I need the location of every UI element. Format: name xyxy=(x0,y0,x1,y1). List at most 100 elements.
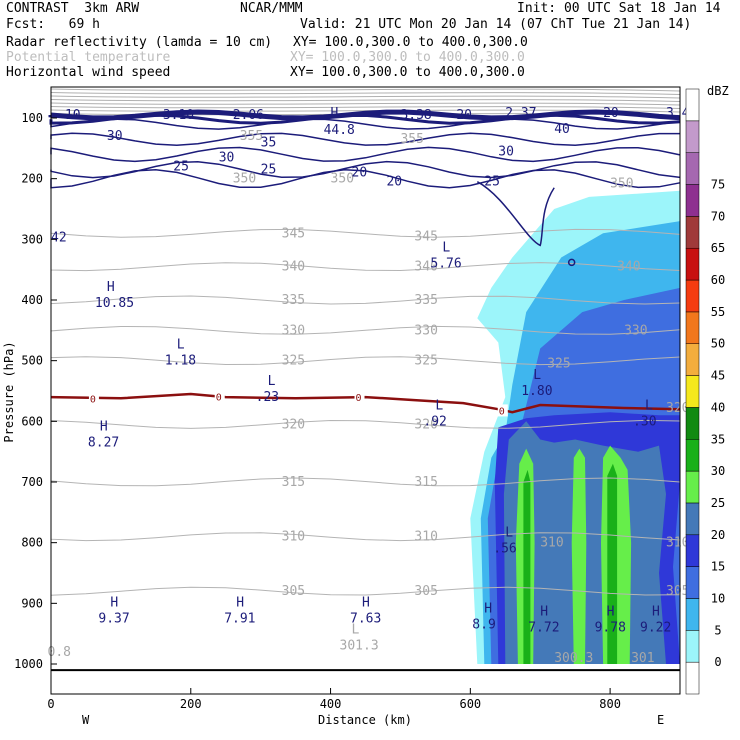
wind-label: 2.06 xyxy=(233,108,264,123)
hl-letter: L xyxy=(533,368,541,383)
x-tick-label: 800 xyxy=(599,697,621,711)
colorbar-bin xyxy=(685,470,700,504)
hl-value: 9.22 xyxy=(640,621,671,636)
field2-name: Potential temperature xyxy=(6,50,171,65)
header-left1: CONTRAST 3km ARW xyxy=(6,1,140,16)
theta-contour xyxy=(50,88,681,92)
colorbar-level-label: 5 xyxy=(714,623,721,637)
hl-value: 7.72 xyxy=(528,621,559,636)
theta-label: 315 xyxy=(282,475,305,490)
y-tick-label: 700 xyxy=(21,475,43,489)
colorbar-bin xyxy=(685,184,700,217)
colorbar-unit: dBZ xyxy=(707,84,729,98)
colorbar-level-label: 15 xyxy=(711,560,725,574)
y-tick-label: 100 xyxy=(21,111,43,125)
freezing-level-label: 0 xyxy=(90,394,96,405)
hl-value: 5.76 xyxy=(430,257,461,272)
hl-letter: L xyxy=(505,526,513,541)
theta-contour xyxy=(50,95,681,99)
freezing-level-line xyxy=(50,392,681,414)
colorbar-bin xyxy=(685,534,700,567)
reflectivity-region xyxy=(523,469,531,664)
colorbar-level-label: 30 xyxy=(711,464,725,478)
theta-label: 350 xyxy=(331,172,354,187)
hl-value: 301.3 xyxy=(340,639,379,654)
theta-contour xyxy=(50,356,681,366)
hl-value: 8.27 xyxy=(88,436,119,451)
colorbar-level-label: 45 xyxy=(711,369,725,383)
theta-label: 350 xyxy=(610,177,633,192)
colorbar-level-label: 0 xyxy=(714,655,721,669)
hl-value: 1.80 xyxy=(521,384,552,399)
header-valid: Valid: 21 UTC Mon 20 Jan 14 (07 ChT Tue … xyxy=(300,17,692,32)
field1-xy: XY= 100.0,300.0 to 400.0,300.0 xyxy=(293,35,528,50)
hl-letter: H xyxy=(607,605,615,620)
theta-label: 310 xyxy=(666,536,689,551)
colorbar-level-label: 60 xyxy=(711,273,725,287)
theta-contour xyxy=(50,325,681,335)
header-left2: Fcst: 69 h xyxy=(6,17,100,32)
wind-label: 20 xyxy=(352,166,368,181)
wind-label: 20 xyxy=(386,175,402,190)
wind-contour xyxy=(50,169,681,189)
theta-contour xyxy=(50,532,681,542)
theta-contour xyxy=(50,99,681,102)
wind-label: 10 xyxy=(65,108,81,123)
x-tick-label: 400 xyxy=(320,697,342,711)
theta-label: 335 xyxy=(282,293,305,308)
theta-label: 305 xyxy=(414,584,437,599)
colorbar-level-label: 75 xyxy=(711,178,725,192)
hl-letter: H xyxy=(110,595,118,610)
wind-contour xyxy=(50,118,681,130)
wind-label: 44.8 xyxy=(324,123,355,138)
hl-value: .92 xyxy=(423,414,446,429)
y-tick-label: 400 xyxy=(21,293,43,307)
theta-label: 340 xyxy=(617,260,640,275)
wind-label: 3.10 xyxy=(163,108,194,123)
theta-label: 330 xyxy=(282,323,305,338)
theta-label: 310 xyxy=(282,530,305,545)
hl-value: 9.78 xyxy=(595,621,626,636)
theta-contour xyxy=(50,477,681,487)
theta-label: 320 xyxy=(282,417,305,432)
hl-value: 7.91 xyxy=(224,611,255,626)
x-tick-label: 600 xyxy=(459,697,481,711)
theta-label: 305 xyxy=(666,584,689,599)
y-tick-label: 800 xyxy=(21,536,43,550)
wind-label: 30 xyxy=(498,144,514,159)
theta-contour xyxy=(50,102,681,106)
colorbar-bin xyxy=(685,407,700,440)
theta-label: 315 xyxy=(414,475,437,490)
wind-label: 30 xyxy=(107,129,123,144)
wind-label: 25 xyxy=(261,163,277,178)
hl-value: 10.85 xyxy=(95,296,134,311)
hl-letter: L xyxy=(645,398,653,413)
field2-xy: XY= 100.0,300.0 to 400.0,300.0 xyxy=(290,50,525,65)
colorbar-bin xyxy=(685,439,700,472)
y-axis-label: Pressure (hPa) xyxy=(2,341,16,442)
colorbar-bin xyxy=(685,311,700,344)
theta-contour xyxy=(50,92,681,95)
theta-contour xyxy=(50,419,681,429)
theta-label: 355 xyxy=(400,132,423,147)
freezing-level-label: 0 xyxy=(499,406,505,417)
wind-label: 42 xyxy=(51,231,67,246)
hl-value: 1.18 xyxy=(165,354,196,369)
colorbar-level-label: 35 xyxy=(711,432,725,446)
header-init: Init: 00 UTC Sat 18 Jan 14 xyxy=(517,1,721,16)
freezing-level-label-bg xyxy=(88,392,99,405)
colorbar-bin xyxy=(685,375,700,408)
hl-letter: H xyxy=(236,595,244,610)
x-tick-label: 0 xyxy=(47,697,54,711)
theta-label: 325 xyxy=(414,354,437,369)
y-tick-label: 200 xyxy=(21,172,43,186)
hl-value: 8.9 xyxy=(472,618,495,633)
hl-letter: L xyxy=(268,374,276,389)
field1-name: Radar reflectivity (lamda = 10 cm) xyxy=(6,35,273,50)
y-tick-label: 900 xyxy=(21,596,43,610)
theta-label: 325 xyxy=(282,354,305,369)
theta-label: 320 xyxy=(414,417,437,432)
field3-name: Horizontal wind speed xyxy=(6,65,171,80)
theta-label: 300.3 xyxy=(554,651,593,666)
